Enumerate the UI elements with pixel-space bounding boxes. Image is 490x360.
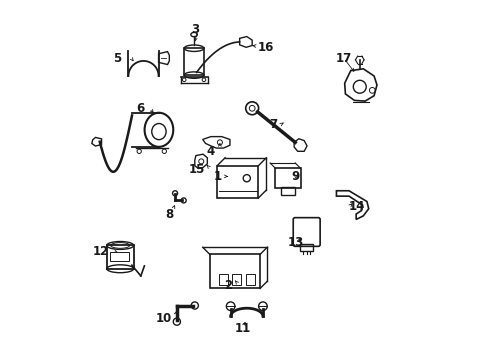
Bar bbox=[110, 252, 129, 261]
Text: 12: 12 bbox=[93, 245, 109, 258]
Bar bbox=[217, 166, 258, 198]
Text: 2: 2 bbox=[224, 279, 232, 292]
Text: 9: 9 bbox=[292, 170, 300, 183]
Bar bbox=[232, 274, 242, 285]
Text: 16: 16 bbox=[258, 41, 274, 54]
Bar bbox=[184, 48, 204, 75]
Text: 15: 15 bbox=[189, 163, 205, 176]
Text: 3: 3 bbox=[191, 23, 199, 36]
Text: 11: 11 bbox=[235, 322, 251, 335]
Text: 17: 17 bbox=[336, 51, 352, 64]
Text: 7: 7 bbox=[269, 118, 277, 131]
Bar bbox=[281, 187, 295, 194]
Bar bbox=[219, 274, 228, 285]
Text: 10: 10 bbox=[155, 311, 172, 325]
Text: 4: 4 bbox=[206, 145, 215, 158]
Bar bbox=[210, 255, 260, 288]
Text: 8: 8 bbox=[166, 208, 174, 221]
Text: 14: 14 bbox=[349, 201, 366, 213]
Bar bbox=[300, 244, 313, 251]
Bar bbox=[275, 168, 300, 188]
Text: 1: 1 bbox=[214, 170, 221, 183]
Text: 6: 6 bbox=[136, 102, 145, 115]
Text: 13: 13 bbox=[288, 236, 304, 249]
Bar bbox=[246, 274, 255, 285]
Text: 5: 5 bbox=[113, 51, 122, 64]
Bar bbox=[107, 246, 134, 269]
